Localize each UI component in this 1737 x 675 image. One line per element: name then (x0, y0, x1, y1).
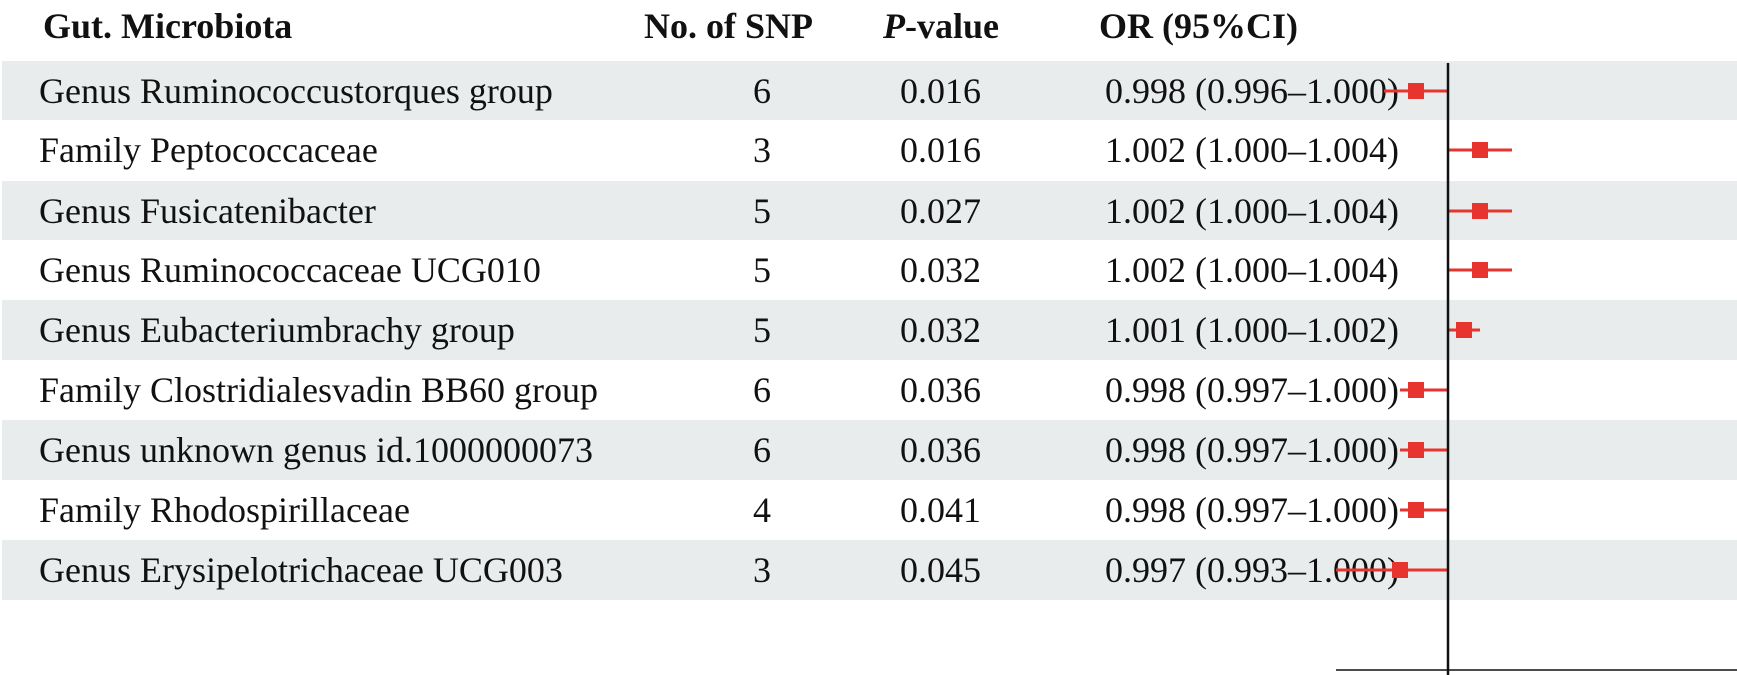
row-snp-count: 3 (753, 130, 771, 170)
row-p-value: 0.036 (900, 430, 981, 470)
table-row: Genus Ruminococcaceae UCG010 5 0.032 1.002 … (2, 240, 1737, 300)
table-row: Genus unknown genus id.1000000073 6 0.036 0… (2, 420, 1737, 480)
row-p-value: 0.041 (900, 490, 981, 530)
row-p-value: 0.036 (900, 370, 981, 410)
table-row: Genus Ruminococcustorques group 6 0.016 0.9… (2, 61, 1737, 121)
row-p-value: 0.032 (900, 310, 981, 350)
row-snp-count: 6 (753, 71, 771, 111)
row-snp-count: 4 (753, 490, 771, 530)
table-row: Genus Fusicatenibacter 5 0.027 1.002 (1.000… (2, 181, 1737, 241)
row-or-ci: 0.998 (0.997–1.000) (1105, 370, 1399, 410)
row-name: Family Rhodospirillaceae (39, 490, 410, 530)
row-snp-count: 6 (753, 430, 771, 470)
row-snp-count: 5 (753, 310, 771, 350)
row-snp-count: 6 (753, 370, 771, 410)
row-snp-count: 5 (753, 191, 771, 231)
header-p-letter: P (883, 6, 905, 46)
row-p-value: 0.016 (900, 71, 981, 111)
table-row: Genus Erysipelotrichaceae UCG003 3 0.045 0.… (2, 540, 1737, 600)
header-no-of-snp: No. of SNP (644, 6, 813, 46)
row-name: Genus Eubacteriumbrachy group (39, 310, 515, 350)
row-or-ci: 0.997 (0.993–1.000) (1105, 550, 1399, 590)
row-name: Genus Ruminococcustorques group (39, 71, 553, 111)
row-name: Family Peptococcaceae (39, 130, 378, 170)
row-name: Genus Ruminococcaceae UCG010 (39, 250, 541, 290)
row-name: Family Clostridialesvadin BB60 group (39, 370, 598, 410)
table-row: Family Rhodospirillaceae 4 0.041 0.998 (0.9… (2, 480, 1737, 540)
header-gut-microbiota: Gut. Microbiota (43, 6, 293, 46)
table-row: Genus Eubacteriumbrachy group 5 0.032 1.001… (2, 300, 1737, 360)
row-snp-count: 5 (753, 250, 771, 290)
row-or-ci: 1.001 (1.000–1.002) (1105, 310, 1399, 350)
table-row: Family Clostridialesvadin BB60 group 6 0.0… (2, 360, 1737, 420)
table-row: Family Peptococcaceae 3 0.016 1.002 (1.000–… (2, 120, 1737, 180)
row-or-ci: 1.002 (1.000–1.004) (1105, 191, 1399, 231)
row-or-ci: 0.998 (0.997–1.000) (1105, 490, 1399, 530)
row-name: Genus Erysipelotrichaceae UCG003 (39, 550, 563, 590)
header-or-ci: OR (95%CI) (1099, 6, 1298, 46)
row-p-value: 0.045 (900, 550, 981, 590)
row-name: Genus unknown genus id.1000000073 (39, 430, 593, 470)
row-p-value: 0.032 (900, 250, 981, 290)
table-header: Gut. Microbiota No. of SNP P-value OR (9… (0, 0, 1737, 64)
row-p-value: 0.016 (900, 130, 981, 170)
row-name: Genus Fusicatenibacter (39, 191, 376, 231)
row-snp-count: 3 (753, 550, 771, 590)
row-or-ci: 0.998 (0.997–1.000) (1105, 430, 1399, 470)
row-or-ci: 1.002 (1.000–1.004) (1105, 130, 1399, 170)
header-p-suffix: -value (905, 6, 999, 46)
row-or-ci: 0.998 (0.996–1.000) (1105, 71, 1399, 111)
row-or-ci: 1.002 (1.000–1.004) (1105, 250, 1399, 290)
header-p-value: P-value (883, 0, 999, 52)
row-p-value: 0.027 (900, 191, 981, 231)
